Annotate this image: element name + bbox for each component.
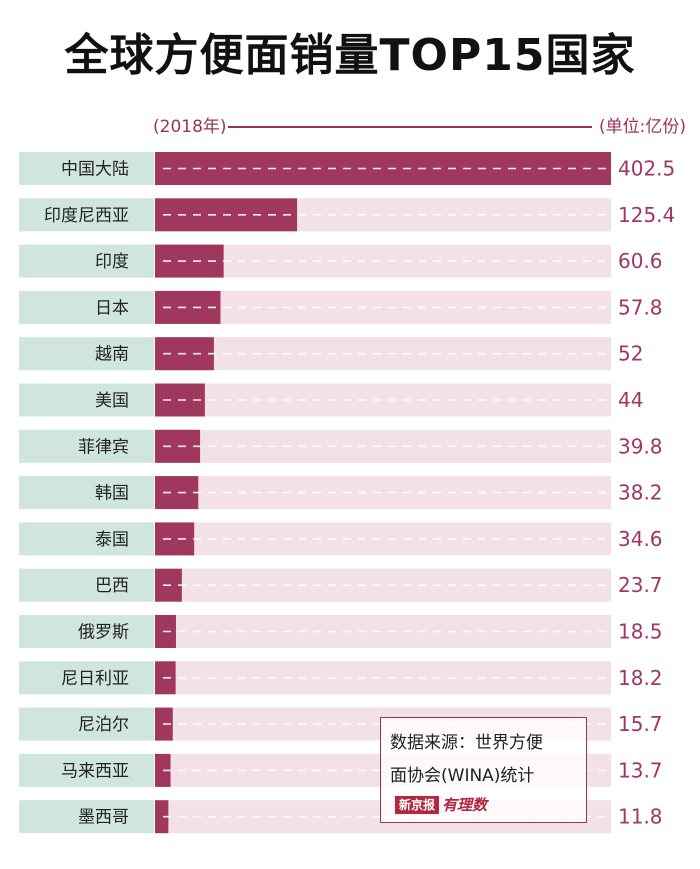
- value-label: 402.5: [618, 157, 675, 181]
- value-label: 18.5: [618, 620, 663, 644]
- category-label: 美国: [95, 391, 129, 411]
- value-label: 57.8: [618, 295, 663, 319]
- year-label: (2018年): [153, 117, 227, 137]
- value-label: 23.7: [618, 573, 663, 597]
- category-label-bg: [19, 429, 154, 463]
- category-label-bg: [19, 244, 154, 278]
- unit-label: (单位:亿份): [599, 117, 686, 137]
- value-label: 44: [618, 388, 643, 412]
- value-label: 38.2: [618, 481, 663, 505]
- category-label: 印度尼西亚: [44, 206, 129, 226]
- category-label-bg: [19, 522, 154, 556]
- category-label: 越南: [95, 345, 129, 365]
- source-text-line2: 面协会(WINA)统计: [390, 766, 535, 786]
- source-text-line1: 数据来源：世界方便: [390, 733, 543, 753]
- category-label: 巴西: [95, 576, 129, 596]
- category-label-bg: [19, 383, 154, 417]
- bar: [155, 476, 199, 510]
- value-label: 11.8: [618, 805, 663, 829]
- bar: [155, 429, 201, 463]
- category-label-bg: [19, 290, 154, 324]
- category-label: 墨西哥: [78, 808, 129, 828]
- category-label-bg: [19, 568, 154, 602]
- bar: [155, 800, 169, 834]
- value-label: 15.7: [618, 712, 663, 736]
- category-label: 菲律宾: [78, 437, 129, 457]
- category-label-bg: [19, 661, 154, 695]
- subtitle-divider: [228, 126, 592, 128]
- category-label: 中国大陆: [61, 160, 129, 180]
- category-label: 泰国: [95, 530, 129, 550]
- category-label: 尼泊尔: [78, 715, 129, 735]
- category-label: 印度: [95, 252, 129, 272]
- brand-column-name: 有理数: [442, 795, 488, 814]
- category-label: 韩国: [95, 484, 129, 504]
- category-label-bg: [19, 152, 154, 185]
- category-label-bg: [19, 800, 154, 834]
- value-label: 60.6: [618, 249, 663, 273]
- category-label: 俄罗斯: [78, 623, 129, 643]
- brand-logo: 新京报 有理数: [395, 794, 487, 814]
- category-label-bg: [19, 476, 154, 510]
- category-label-bg: [19, 707, 154, 741]
- source-box: 数据来源：世界方便 面协会(WINA)统计 新京报 有理数: [380, 717, 587, 823]
- brand-name: 新京报: [395, 795, 440, 814]
- value-label: 52: [618, 342, 643, 366]
- page-title: 全球方便面销量TOP15国家: [64, 30, 636, 81]
- category-label: 尼日利亚: [61, 669, 129, 689]
- category-label-bg: [19, 337, 154, 371]
- category-label-bg: [19, 753, 154, 787]
- value-label: 13.7: [618, 758, 663, 782]
- value-label: 18.2: [618, 666, 663, 690]
- category-label-bg: [19, 198, 154, 232]
- bar: [155, 753, 171, 787]
- bar: [155, 522, 195, 556]
- value-label: 125.4: [618, 203, 675, 227]
- value-label: 39.8: [618, 434, 663, 458]
- category-label: 马来西亚: [61, 761, 129, 781]
- category-label: 日本: [95, 298, 129, 318]
- category-label-bg: [19, 615, 154, 648]
- value-label: 34.6: [618, 527, 663, 551]
